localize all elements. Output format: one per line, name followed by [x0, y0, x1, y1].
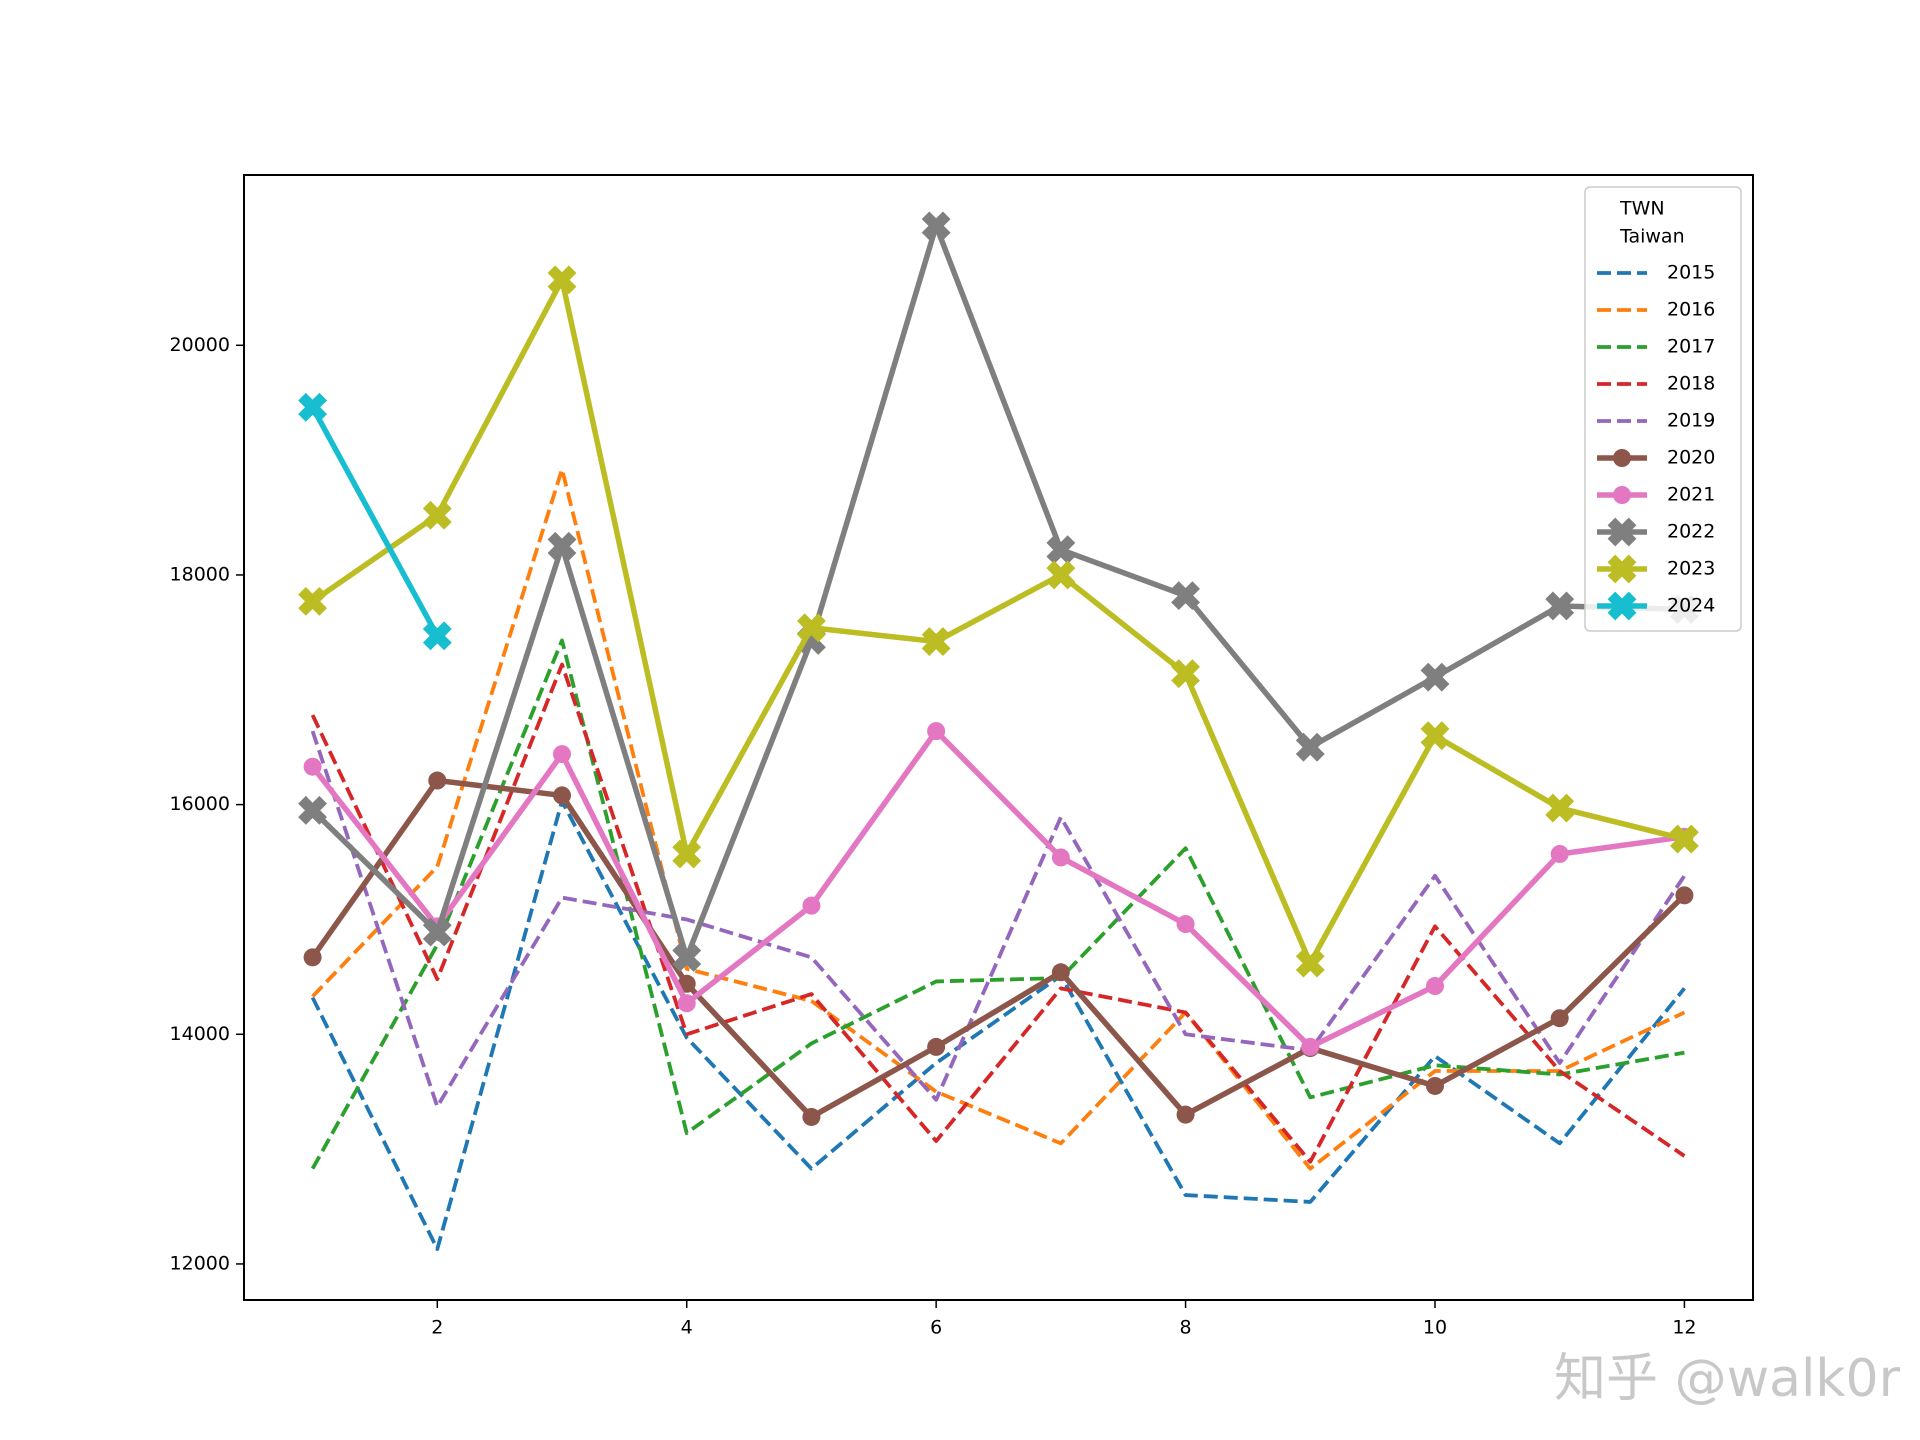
legend-title: Taiwan — [1619, 226, 1685, 248]
marker — [1046, 535, 1076, 565]
line — [310, 728, 1685, 1050]
marker — [797, 613, 826, 643]
marker — [1675, 886, 1694, 905]
y-tick-label: 20000 — [170, 334, 230, 356]
legend: TWN Taiwan 2015 2016 2017 2018 2019 2020 2021 202… — [1584, 186, 1742, 632]
marker — [802, 896, 821, 915]
marker — [1051, 848, 1070, 867]
legend-marker — [1607, 517, 1637, 547]
marker — [921, 627, 951, 656]
marker — [672, 942, 702, 972]
marker — [422, 621, 452, 651]
x-tick-label: 10 — [1423, 1317, 1447, 1339]
marker — [303, 757, 322, 776]
legend-box — [1584, 186, 1742, 632]
legend-label: 2020 — [1667, 447, 1715, 469]
marker — [1420, 721, 1450, 751]
marker — [1669, 824, 1699, 854]
x-tick-label: 6 — [930, 1317, 942, 1339]
marker — [422, 917, 452, 947]
marker — [298, 795, 328, 825]
legend-label: 2021 — [1667, 484, 1715, 506]
line — [310, 730, 1686, 1109]
marker — [927, 1037, 946, 1056]
y-tick-label: 14000 — [170, 1023, 230, 1045]
marker — [428, 771, 447, 790]
marker — [1295, 948, 1325, 978]
marker — [1176, 1105, 1195, 1124]
series — [298, 392, 452, 651]
line — [310, 405, 440, 638]
marker — [1176, 915, 1195, 934]
marker — [303, 948, 322, 967]
marker — [921, 211, 951, 241]
marker — [1295, 732, 1325, 762]
line — [311, 467, 1686, 1171]
marker — [547, 531, 577, 561]
marker — [553, 745, 572, 764]
marker — [547, 265, 577, 295]
x-tick-label: 4 — [681, 1317, 693, 1339]
marker — [672, 839, 702, 869]
series — [303, 722, 1694, 1056]
marker — [1550, 844, 1569, 863]
series — [310, 730, 1686, 1109]
series — [298, 265, 1699, 978]
series — [298, 211, 1699, 972]
legend-label: 2016 — [1667, 299, 1715, 321]
watermark: 知乎 @walk0r — [1554, 1349, 1901, 1409]
marker — [1545, 793, 1575, 823]
series — [311, 467, 1686, 1171]
marker — [553, 786, 572, 805]
legend-label: 2022 — [1667, 521, 1715, 543]
marker — [298, 586, 328, 616]
marker — [1545, 591, 1575, 621]
legend-marker — [1613, 449, 1631, 467]
marker — [1425, 1076, 1444, 1095]
line — [310, 777, 1687, 1120]
marker — [1301, 1037, 1320, 1056]
marker — [1425, 977, 1444, 996]
marker — [1051, 963, 1070, 982]
marker — [1046, 560, 1076, 590]
x-tick-label: 12 — [1672, 1317, 1696, 1339]
legend-label: 2024 — [1667, 595, 1715, 617]
line — [310, 799, 1686, 1251]
legend-label: 2019 — [1667, 410, 1715, 432]
marker — [1171, 581, 1200, 611]
marker — [802, 1107, 821, 1126]
y-tick-label: 16000 — [170, 793, 230, 815]
line — [310, 662, 1686, 1164]
legend-label: 2015 — [1667, 262, 1715, 284]
legend-title: TWN — [1619, 198, 1665, 220]
legend-marker — [1613, 486, 1631, 504]
marker — [677, 994, 696, 1013]
legend-label: 2017 — [1667, 336, 1715, 358]
x-tick-label: 2 — [431, 1317, 443, 1339]
line — [311, 277, 1686, 966]
legend-label: 2023 — [1667, 558, 1715, 580]
x-tick-label: 8 — [1180, 1317, 1192, 1339]
marker — [1420, 662, 1450, 692]
legend-marker — [1607, 591, 1637, 621]
series — [310, 638, 1685, 1170]
series — [310, 799, 1686, 1251]
plot-frame — [243, 174, 1754, 1301]
y-tick-label: 12000 — [170, 1252, 230, 1274]
legend-label: 2018 — [1667, 373, 1715, 395]
y-tick-label: 18000 — [170, 563, 230, 585]
marker — [927, 722, 946, 741]
marker — [422, 500, 452, 530]
line — [310, 223, 1685, 961]
marker — [298, 392, 328, 422]
marker — [1171, 659, 1200, 689]
line — [310, 638, 1685, 1170]
series — [310, 662, 1686, 1164]
legend-marker — [1607, 554, 1637, 584]
marker — [1550, 1009, 1569, 1028]
